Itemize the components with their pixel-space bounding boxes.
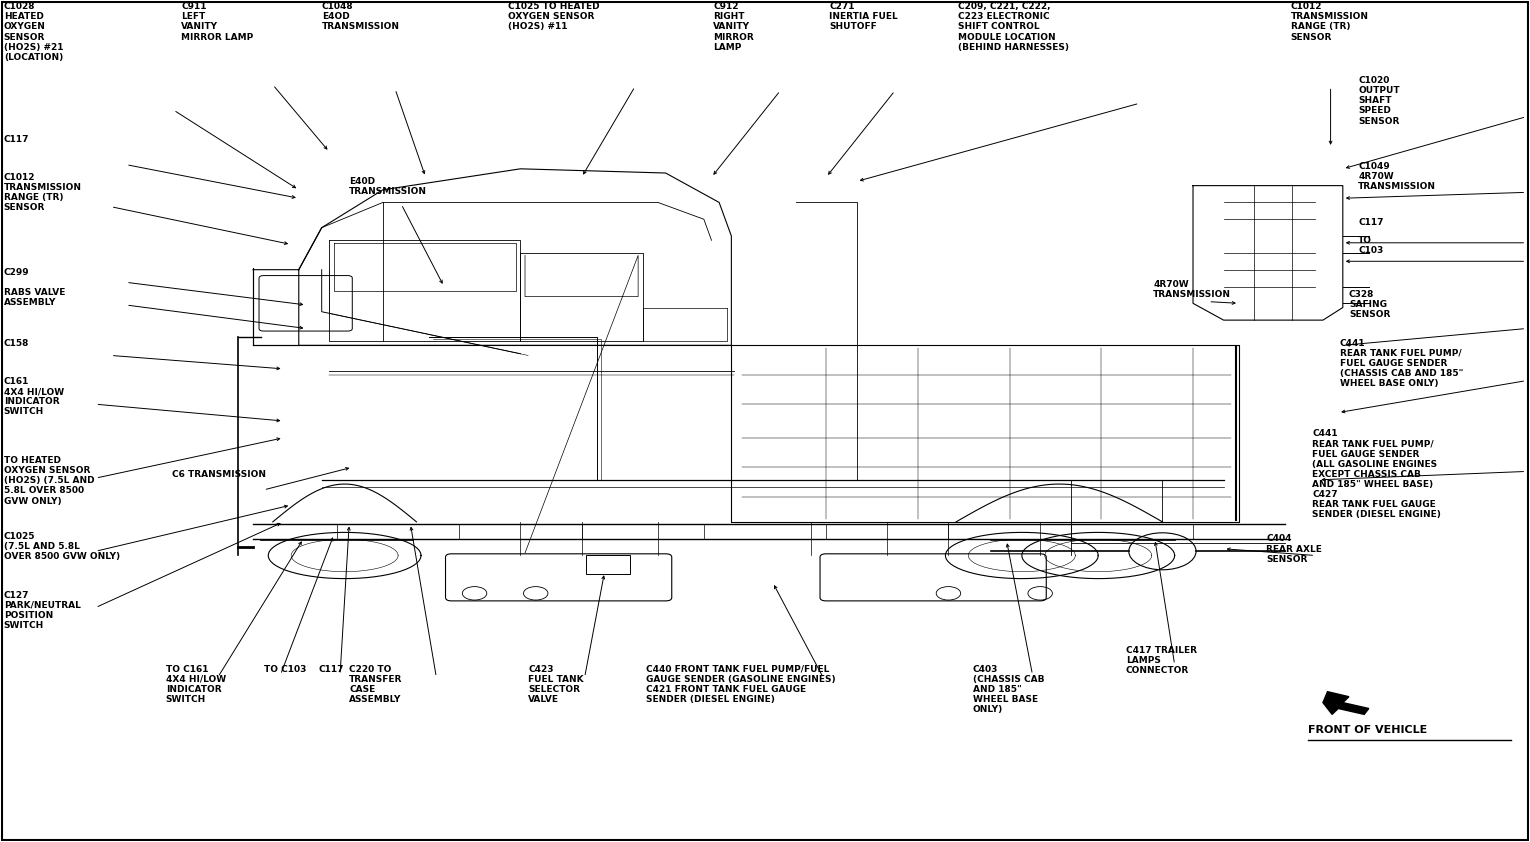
Text: TO C161
4X4 HI/LOW
INDICATOR
SWITCH: TO C161 4X4 HI/LOW INDICATOR SWITCH	[165, 665, 226, 704]
Text: C404
REAR AXLE
SENSOR: C404 REAR AXLE SENSOR	[1267, 535, 1322, 563]
Text: C6 TRANSMISSION: C6 TRANSMISSION	[171, 470, 266, 479]
Text: C1025
(7.5L AND 5.8L
OVER 8500 GVW ONLY): C1025 (7.5L AND 5.8L OVER 8500 GVW ONLY)	[3, 532, 119, 561]
Text: C1048
E4OD
TRANSMISSION: C1048 E4OD TRANSMISSION	[321, 3, 399, 31]
Text: C209, C221, C222,
C223 ELECTRONIC
SHIFT CONTROL
MODULE LOCATION
(BEHIND HARNESSE: C209, C221, C222, C223 ELECTRONIC SHIFT …	[958, 3, 1068, 51]
Text: C127
PARK/NEUTRAL
POSITION
SWITCH: C127 PARK/NEUTRAL POSITION SWITCH	[3, 591, 81, 630]
Text: C911
LEFT
VANITY
MIRROR LAMP: C911 LEFT VANITY MIRROR LAMP	[181, 3, 254, 41]
Text: C220 TO
TRANSFER
CASE
ASSEMBLY: C220 TO TRANSFER CASE ASSEMBLY	[349, 665, 402, 704]
Text: C403
(CHASSIS CAB
AND 185"
WHEEL BASE
ONLY): C403 (CHASSIS CAB AND 185" WHEEL BASE ON…	[973, 665, 1045, 714]
Text: C441
REAR TANK FUEL PUMP/
FUEL GAUGE SENDER
(CHASSIS CAB AND 185"
WHEEL BASE ONL: C441 REAR TANK FUEL PUMP/ FUEL GAUGE SEN…	[1340, 338, 1463, 388]
Polygon shape	[1323, 691, 1369, 714]
Text: FRONT OF VEHICLE: FRONT OF VEHICLE	[1308, 725, 1427, 735]
Text: TO HEATED
OXYGEN SENSOR
(HO2S) (7.5L AND
5.8L OVER 8500
GVW ONLY): TO HEATED OXYGEN SENSOR (HO2S) (7.5L AND…	[3, 456, 95, 505]
Text: C1012
TRANSMISSION
RANGE (TR)
SENSOR: C1012 TRANSMISSION RANGE (TR) SENSOR	[3, 173, 81, 212]
Text: C1012
TRANSMISSION
RANGE (TR)
SENSOR: C1012 TRANSMISSION RANGE (TR) SENSOR	[1291, 3, 1369, 41]
Text: C417 TRAILER
LAMPS
CONNECTOR: C417 TRAILER LAMPS CONNECTOR	[1126, 647, 1196, 675]
Text: C1020
OUTPUT
SHAFT
SPEED
SENSOR: C1020 OUTPUT SHAFT SPEED SENSOR	[1359, 77, 1400, 125]
Text: C423
FUEL TANK
SELECTOR
VALVE: C423 FUEL TANK SELECTOR VALVE	[528, 665, 583, 704]
Text: C117: C117	[318, 665, 344, 674]
FancyBboxPatch shape	[259, 275, 352, 331]
Text: C1049
4R70W
TRANSMISSION: C1049 4R70W TRANSMISSION	[1359, 163, 1437, 191]
Text: E40D
TRANSMISSION: E40D TRANSMISSION	[349, 177, 427, 196]
Text: C328
SAFING
SENSOR: C328 SAFING SENSOR	[1349, 290, 1391, 319]
Text: RABS VALVE
ASSEMBLY: RABS VALVE ASSEMBLY	[3, 288, 66, 307]
Text: C271
INERTIA FUEL
SHUTOFF: C271 INERTIA FUEL SHUTOFF	[829, 3, 898, 31]
Text: C1025 TO HEATED
OXYGEN SENSOR
(HO2S) #11: C1025 TO HEATED OXYGEN SENSOR (HO2S) #11	[508, 3, 600, 31]
Text: 4R70W
TRANSMISSION: 4R70W TRANSMISSION	[1154, 280, 1232, 299]
Text: C161
4X4 HI/LOW
INDICATOR
SWITCH: C161 4X4 HI/LOW INDICATOR SWITCH	[3, 377, 64, 417]
Text: TO C103: TO C103	[263, 665, 306, 674]
Text: C299: C299	[3, 268, 29, 277]
Text: C158: C158	[3, 338, 29, 348]
FancyBboxPatch shape	[445, 554, 672, 601]
FancyBboxPatch shape	[820, 554, 1047, 601]
Text: C117: C117	[1359, 217, 1383, 226]
Text: C117: C117	[3, 136, 29, 144]
Text: TO
C103: TO C103	[1359, 236, 1383, 255]
FancyBboxPatch shape	[586, 556, 630, 574]
Text: C912
RIGHT
VANITY
MIRROR
LAMP: C912 RIGHT VANITY MIRROR LAMP	[713, 3, 754, 51]
Text: C1028
HEATED
OXYGEN
SENSOR
(HO2S) #21
(LOCATION): C1028 HEATED OXYGEN SENSOR (HO2S) #21 (L…	[3, 3, 63, 61]
Text: C441
REAR TANK FUEL PUMP/
FUEL GAUGE SENDER
(ALL GASOLINE ENGINES
EXCEPT CHASSIS: C441 REAR TANK FUEL PUMP/ FUEL GAUGE SEN…	[1313, 429, 1441, 519]
Text: C440 FRONT TANK FUEL PUMP/FUEL
GAUGE SENDER (GASOLINE ENGINES)
C421 FRONT TANK F: C440 FRONT TANK FUEL PUMP/FUEL GAUGE SEN…	[646, 665, 835, 704]
